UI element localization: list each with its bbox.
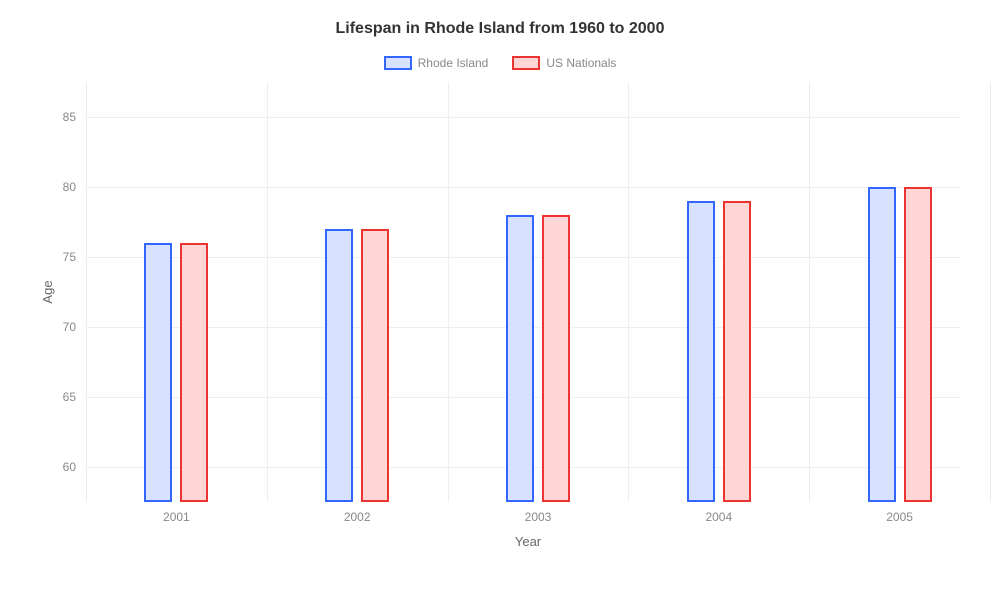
ytick-label: 80	[63, 180, 86, 194]
gridline-v	[628, 82, 629, 502]
chart-container: Lifespan in Rhode Island from 1960 to 20…	[0, 0, 1000, 600]
ytick-label: 70	[63, 320, 86, 334]
legend-swatch-us-nationals	[512, 56, 540, 70]
xtick-label: 2003	[525, 502, 552, 524]
bar[interactable]	[325, 229, 353, 502]
gridline-v	[990, 82, 991, 502]
legend-label-rhode-island: Rhode Island	[418, 56, 489, 70]
legend-item-us-nationals[interactable]: US Nationals	[512, 56, 616, 70]
bar[interactable]	[506, 215, 534, 502]
xtick-label: 2001	[163, 502, 190, 524]
ytick-label: 75	[63, 250, 86, 264]
xtick-label: 2004	[705, 502, 732, 524]
legend-swatch-rhode-island	[384, 56, 412, 70]
gridline-h	[86, 117, 960, 118]
ytick-label: 65	[63, 390, 86, 404]
gridline-v	[86, 82, 87, 502]
ytick-label: 60	[63, 460, 86, 474]
bar[interactable]	[904, 187, 932, 502]
legend-item-rhode-island[interactable]: Rhode Island	[384, 56, 489, 70]
bar[interactable]	[144, 243, 172, 502]
x-axis-label: Year	[86, 534, 970, 549]
bar[interactable]	[542, 215, 570, 502]
bar[interactable]	[868, 187, 896, 502]
gridline-v	[267, 82, 268, 502]
bar[interactable]	[723, 201, 751, 502]
ytick-label: 85	[63, 110, 86, 124]
gridline-h	[86, 187, 960, 188]
bar[interactable]	[361, 229, 389, 502]
legend-label-us-nationals: US Nationals	[546, 56, 616, 70]
xtick-label: 2005	[886, 502, 913, 524]
bar[interactable]	[687, 201, 715, 502]
y-axis-label: Age	[40, 280, 55, 303]
legend: Rhode Island US Nationals	[30, 56, 970, 70]
gridline-v	[809, 82, 810, 502]
bar[interactable]	[180, 243, 208, 502]
chart-title: Lifespan in Rhode Island from 1960 to 20…	[30, 20, 970, 38]
gridline-v	[448, 82, 449, 502]
xtick-label: 2002	[344, 502, 371, 524]
plot-area: 60657075808520012002200320042005	[86, 82, 960, 502]
